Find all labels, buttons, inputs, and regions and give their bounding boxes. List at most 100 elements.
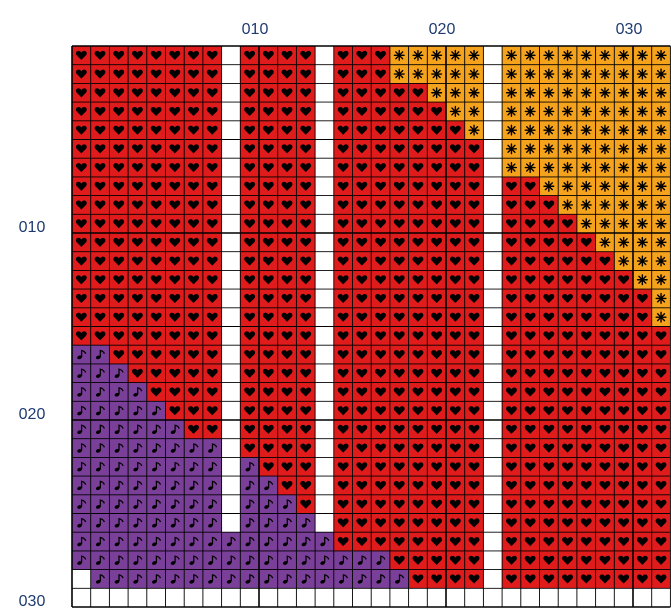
stitch-cell-heart — [558, 270, 577, 290]
stitch-cell-heart — [520, 326, 540, 346]
asterisk-icon — [599, 218, 611, 230]
stitch-cell-heart — [558, 401, 577, 420]
stitch-cell-heart — [427, 363, 446, 383]
stitch-cell-heart — [333, 233, 353, 252]
stitch-cell-heart — [558, 214, 577, 233]
stitch-cell-heart — [427, 158, 446, 177]
stitch-cell-asterisk — [651, 214, 671, 233]
stitch-cell-heart — [333, 363, 353, 383]
stitch-cell-heart — [333, 345, 353, 364]
stitch-cell-musical-note — [259, 550, 278, 570]
stitch-cell-heart — [633, 326, 652, 346]
stitch-cell-asterisk — [595, 102, 615, 121]
stitch-cell-heart — [352, 289, 372, 308]
stitch-cell-blank — [221, 233, 241, 252]
stitch-cell-blank — [165, 588, 185, 607]
stitch-cell-musical-note — [240, 532, 259, 551]
stitch-cell-asterisk — [520, 139, 540, 159]
stitch-cell-heart — [408, 214, 428, 233]
stitch-cell-blank — [221, 83, 241, 103]
stitch-cell-heart — [259, 382, 278, 402]
stitch-cell-heart — [427, 176, 446, 196]
stitch-cell-heart — [595, 363, 615, 383]
stitch-cell-heart — [408, 120, 428, 140]
stitch-cell-blank — [483, 270, 503, 290]
asterisk-icon — [505, 162, 517, 174]
stitch-cell-blank — [315, 363, 334, 383]
stitch-cell-heart — [389, 158, 409, 177]
stitch-cell-heart — [464, 345, 484, 364]
stitch-cell-blank — [483, 420, 503, 439]
stitch-cell-heart — [90, 289, 110, 308]
stitch-cell-musical-note — [109, 532, 129, 551]
stitch-cell-heart — [184, 139, 203, 159]
stitch-cell-heart — [446, 382, 465, 402]
asterisk-icon — [636, 162, 648, 174]
stitch-cell-heart — [128, 120, 147, 140]
stitch-cell-heart — [371, 289, 390, 308]
stitch-cell-heart — [427, 569, 446, 589]
stitch-cell-heart — [464, 214, 484, 233]
stitch-cell-blank — [221, 326, 241, 346]
stitch-cell-heart — [633, 550, 652, 570]
asterisk-icon — [618, 199, 630, 211]
stitch-cell-heart — [427, 382, 446, 402]
stitch-cell-heart — [296, 438, 316, 458]
stitch-cell-heart — [520, 289, 540, 308]
asterisk-icon — [636, 68, 648, 80]
stitch-cell-musical-note — [296, 550, 316, 570]
stitch-cell-heart — [558, 550, 577, 570]
stitch-cell-heart — [259, 438, 278, 458]
stitch-cell-heart — [352, 382, 372, 402]
stitch-cell-heart — [389, 233, 409, 252]
stitch-cell-heart — [128, 326, 147, 346]
stitch-cell-blank — [483, 64, 503, 84]
stitch-cell-heart — [576, 289, 596, 308]
stitch-cell-heart — [352, 420, 372, 439]
asterisk-icon — [655, 199, 667, 211]
stitch-cell-heart — [146, 289, 166, 308]
stitch-cell-asterisk — [595, 176, 615, 196]
stitch-cell-heart — [371, 158, 390, 177]
stitch-cell-musical-note — [146, 550, 166, 570]
stitch-cell-blank — [259, 588, 278, 607]
stitch-cell-asterisk — [651, 251, 671, 271]
stitch-cell-blank — [221, 345, 241, 364]
stitch-cell-blank — [633, 588, 652, 607]
stitch-cell-heart — [446, 270, 465, 290]
stitch-cell-heart — [333, 158, 353, 177]
stitch-cell-heart — [184, 420, 203, 439]
asterisk-icon — [580, 180, 592, 192]
stitch-cell-heart — [446, 195, 465, 215]
stitch-cell-heart — [146, 382, 166, 402]
stitch-cell-blank — [483, 233, 503, 252]
stitch-cell-heart — [502, 363, 521, 383]
stitch-cell-asterisk — [595, 64, 615, 84]
stitch-cell-heart — [352, 176, 372, 196]
stitch-cell-heart — [408, 363, 428, 383]
stitch-cell-blank — [202, 588, 222, 607]
stitch-cell-musical-note — [128, 420, 147, 439]
stitch-cell-blank — [427, 588, 446, 607]
stitch-cell-heart — [427, 326, 446, 346]
stitch-cell-heart — [165, 158, 185, 177]
stitch-cell-heart — [333, 176, 353, 196]
stitch-cell-blank — [315, 438, 334, 458]
stitch-cell-musical-note — [165, 438, 185, 458]
stitch-cell-heart — [502, 494, 521, 514]
stitch-cell-heart — [651, 494, 671, 514]
stitch-cell-heart — [352, 363, 372, 383]
stitch-cell-heart — [502, 532, 521, 551]
stitch-cell-musical-note — [315, 532, 334, 551]
stitch-cell-musical-note — [128, 494, 147, 514]
stitch-cell-heart — [165, 382, 185, 402]
asterisk-icon — [655, 105, 667, 117]
stitch-cell-heart — [352, 102, 372, 121]
stitch-cell-heart — [520, 176, 540, 196]
stitch-cell-musical-note — [109, 494, 129, 514]
stitch-cell-musical-note — [90, 476, 110, 495]
stitch-cell-heart — [408, 307, 428, 327]
stitch-cell-asterisk — [614, 46, 633, 65]
stitch-cell-asterisk — [539, 176, 559, 196]
